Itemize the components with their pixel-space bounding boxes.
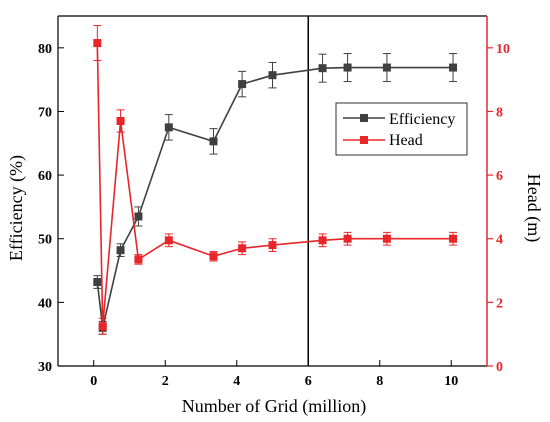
legend-label-head: Head (389, 132, 423, 149)
x-axis-title: Number of Grid (million) (182, 396, 366, 417)
y-left-tick-label: 80 (38, 42, 52, 57)
x-tick-label: 6 (305, 374, 312, 389)
y-left-tick-label: 30 (38, 360, 52, 375)
efficiency-point (318, 64, 327, 73)
legend-marker-head (360, 136, 368, 144)
efficiency-point (134, 212, 143, 221)
series-efficiency (93, 53, 458, 335)
legend: Efficiency Head (335, 102, 468, 156)
series-head (93, 25, 458, 335)
y-right-tick-label: 4 (496, 233, 503, 248)
efficiency-point (164, 123, 173, 132)
axes: 0 2 4 6 8 10 30 40 50 60 70 80 0 2 4 6 8 10 (38, 15, 510, 389)
head-point (98, 322, 107, 331)
efficiency-point (382, 63, 391, 72)
head-point (382, 234, 391, 243)
head-point (134, 255, 143, 264)
y-axis-title-right: Head (m) (523, 174, 544, 242)
efficiency-point (116, 246, 125, 255)
head-point (116, 117, 125, 125)
head-point (93, 39, 102, 48)
head-line (96, 43, 454, 327)
legend-marker-efficiency (360, 114, 368, 122)
x-tick-label: 4 (233, 374, 240, 389)
head-point (343, 234, 352, 243)
y-left-tick-label: 70 (38, 105, 52, 120)
efficiency-line (96, 66, 454, 328)
y-left-tick-label: 60 (38, 169, 52, 184)
series-group (93, 25, 458, 335)
head-point (268, 241, 277, 250)
legend-label-efficiency: Efficiency (389, 111, 455, 128)
x-tick-label: 0 (90, 374, 97, 389)
y-right-tick-label: 8 (496, 105, 503, 120)
x-tick-label: 8 (376, 374, 383, 389)
y-left-tick-label: 50 (38, 233, 52, 248)
head-point (318, 236, 327, 245)
y-right-tick-label: 0 (496, 360, 503, 375)
efficiency-point (268, 71, 277, 80)
y-left-tick-label: 40 (38, 296, 52, 311)
efficiency-point (449, 63, 458, 72)
efficiency-point (343, 63, 352, 72)
x-tick-label: 2 (162, 374, 169, 389)
head-point (449, 234, 458, 243)
head-point (238, 244, 247, 253)
head-point (164, 236, 173, 245)
head-point (209, 252, 218, 261)
y-right-tick-label: 6 (496, 169, 503, 184)
efficiency-point (209, 137, 218, 146)
efficiency-point (238, 80, 247, 89)
efficiency-point (93, 278, 102, 286)
x-tick-label: 10 (444, 374, 458, 389)
legend-box (335, 102, 468, 156)
y-axis-title-left: Efficiency (%) (6, 155, 27, 261)
y-right-tick-label: 2 (496, 296, 503, 311)
y-right-tick-label: 10 (496, 42, 510, 57)
